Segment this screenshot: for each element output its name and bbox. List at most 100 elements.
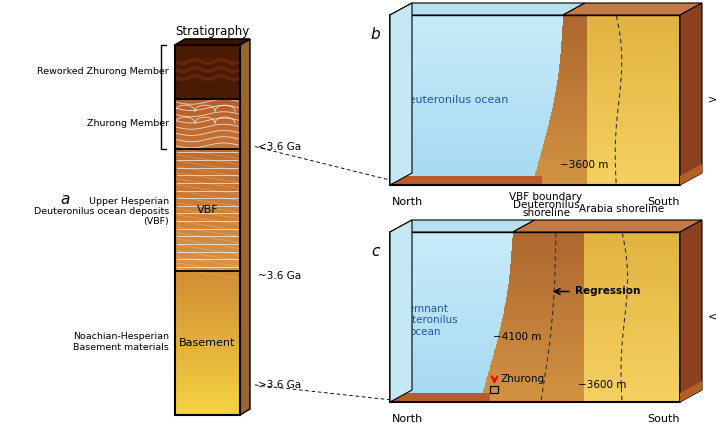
Bar xyxy=(558,75,587,78)
Text: VBF: VBF xyxy=(197,205,218,215)
Bar xyxy=(175,203,240,205)
Bar xyxy=(587,176,680,179)
Bar xyxy=(390,32,562,35)
Bar xyxy=(175,310,240,311)
Bar xyxy=(584,295,680,297)
Polygon shape xyxy=(680,164,702,185)
Bar xyxy=(175,341,240,342)
Bar xyxy=(488,374,584,377)
Bar xyxy=(541,150,587,153)
Bar xyxy=(390,237,513,239)
Bar xyxy=(390,393,482,396)
Bar xyxy=(587,84,680,86)
Bar xyxy=(584,376,680,379)
Bar xyxy=(390,342,497,344)
Bar xyxy=(390,370,489,372)
Bar xyxy=(175,169,240,171)
Bar xyxy=(587,112,680,114)
Bar xyxy=(549,120,587,123)
Bar xyxy=(175,144,240,146)
Bar xyxy=(546,135,587,138)
Bar xyxy=(587,103,680,106)
Bar xyxy=(390,69,558,71)
Bar xyxy=(175,180,240,181)
Bar xyxy=(175,391,240,392)
Bar xyxy=(175,281,240,282)
Bar xyxy=(481,398,584,400)
Bar xyxy=(390,148,542,151)
Bar xyxy=(175,150,240,152)
Bar xyxy=(545,138,587,140)
Bar xyxy=(555,95,587,97)
Bar xyxy=(587,133,680,136)
Bar xyxy=(175,147,240,148)
Bar xyxy=(390,129,547,132)
Bar xyxy=(584,370,680,372)
Bar xyxy=(390,120,549,123)
Bar xyxy=(390,146,543,149)
Bar xyxy=(587,62,680,65)
Bar xyxy=(556,84,587,86)
Bar xyxy=(587,24,680,26)
Bar xyxy=(551,116,587,119)
Bar xyxy=(175,255,240,257)
Bar xyxy=(175,166,240,168)
Bar xyxy=(587,95,680,97)
Bar xyxy=(175,141,240,142)
Bar xyxy=(499,331,584,334)
Bar xyxy=(584,372,680,375)
Bar xyxy=(584,258,680,261)
Bar xyxy=(390,301,505,304)
Bar xyxy=(560,56,587,58)
Bar xyxy=(587,125,680,127)
Bar xyxy=(175,183,240,184)
Bar xyxy=(175,140,240,141)
Bar xyxy=(175,224,240,226)
Bar xyxy=(390,389,483,392)
Bar xyxy=(505,307,584,310)
Bar xyxy=(492,359,584,362)
Bar xyxy=(175,348,240,349)
Bar xyxy=(507,295,584,297)
Bar xyxy=(175,129,240,130)
Bar xyxy=(390,114,551,117)
Bar xyxy=(175,110,240,111)
Bar xyxy=(390,338,498,340)
Bar xyxy=(587,92,680,95)
Bar xyxy=(536,172,587,175)
Bar xyxy=(587,75,680,78)
Bar xyxy=(175,246,240,248)
Bar xyxy=(584,374,680,377)
Bar xyxy=(390,333,499,336)
Bar xyxy=(584,368,680,370)
Bar xyxy=(175,238,240,239)
Bar xyxy=(511,262,584,265)
Bar xyxy=(505,303,584,306)
Bar xyxy=(484,387,584,390)
Bar xyxy=(175,413,240,414)
Bar xyxy=(175,159,240,160)
Bar xyxy=(543,142,587,144)
Bar xyxy=(175,198,240,199)
Bar xyxy=(551,114,587,117)
Bar xyxy=(175,246,240,247)
Bar xyxy=(390,105,553,108)
Bar xyxy=(175,172,240,173)
Bar xyxy=(175,235,240,236)
Bar xyxy=(175,322,240,323)
Bar xyxy=(390,284,508,286)
Text: Zhurong: Zhurong xyxy=(500,374,545,384)
Bar xyxy=(175,190,240,192)
Bar xyxy=(390,15,563,18)
Bar xyxy=(175,257,240,258)
Text: Noachian-Hesperian: Noachian-Hesperian xyxy=(73,332,169,341)
Bar xyxy=(175,221,240,223)
Bar xyxy=(587,19,680,22)
Polygon shape xyxy=(680,381,702,402)
Bar xyxy=(495,346,584,349)
Text: Deuteronilus ocean deposits: Deuteronilus ocean deposits xyxy=(34,207,169,216)
Bar xyxy=(547,129,587,132)
Bar xyxy=(490,386,498,393)
Bar xyxy=(175,242,240,243)
Bar xyxy=(390,26,562,28)
